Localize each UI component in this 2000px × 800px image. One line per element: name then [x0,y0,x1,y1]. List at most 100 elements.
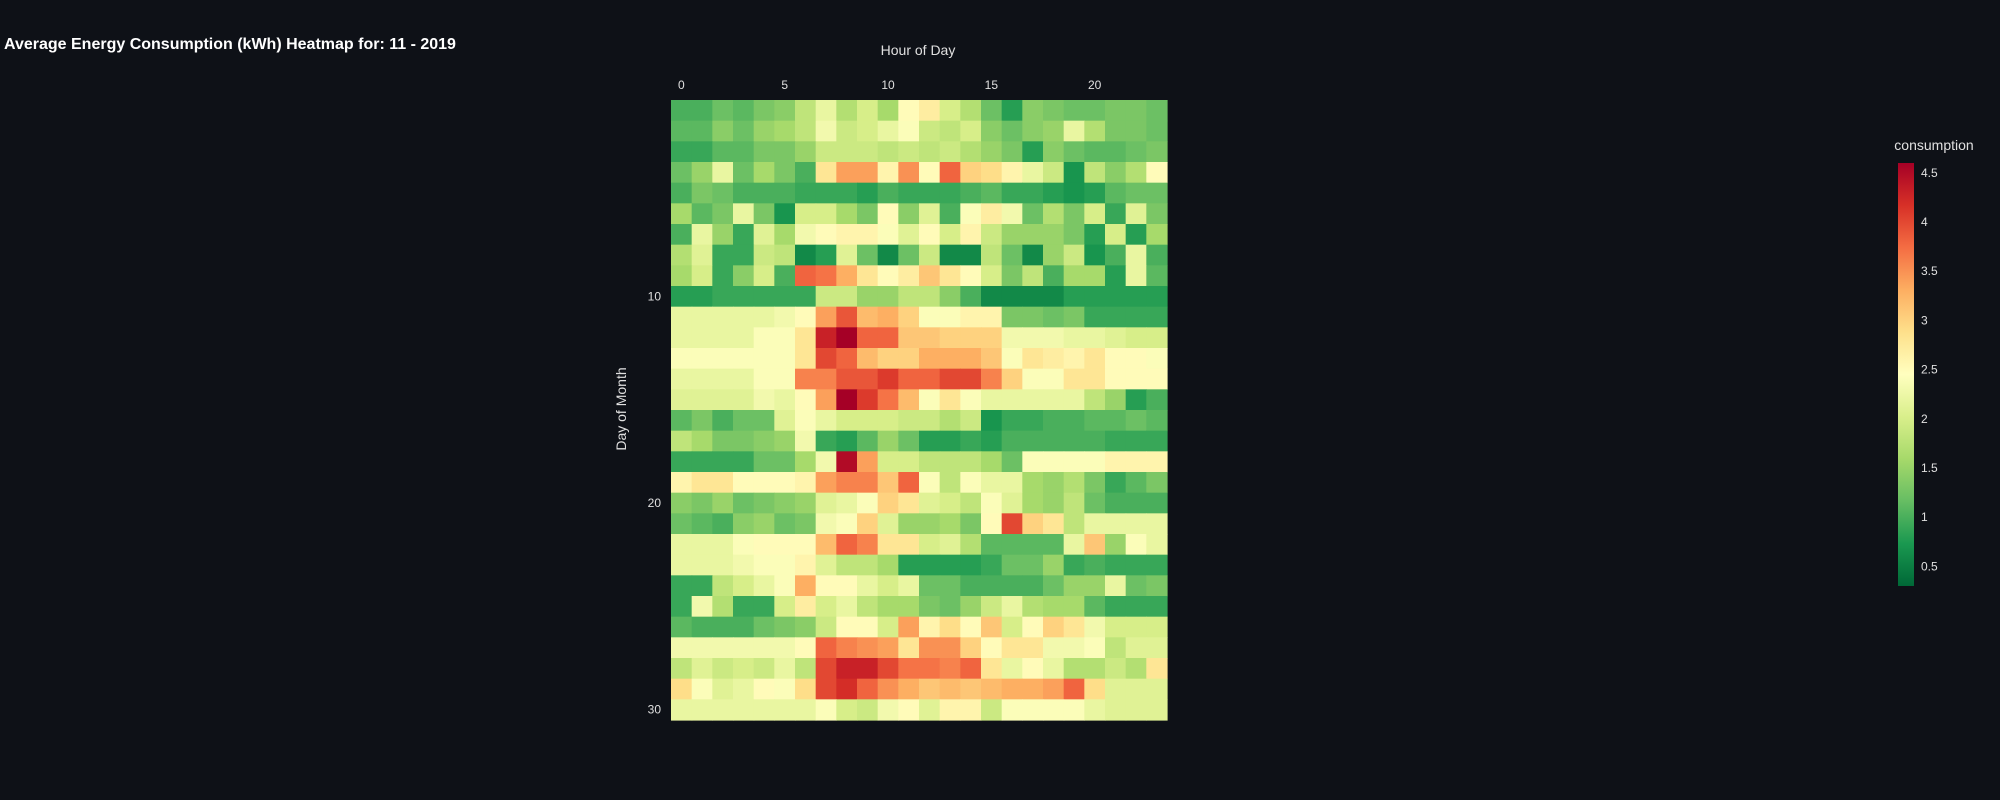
heatmap-cell [774,637,796,659]
heatmap-cell [1084,554,1106,576]
heatmap-cell [1105,678,1127,700]
heatmap-cell [1105,637,1127,659]
heatmap-cell [919,616,941,638]
heatmap-cell [774,472,796,494]
heatmap-cell [960,699,982,721]
heatmap-cell [753,100,775,122]
heatmap-cell [795,265,817,287]
heatmap-cell [733,513,755,535]
heatmap-cell [1001,120,1023,142]
heatmap-cell [1146,596,1168,618]
heatmap-cell [733,141,755,163]
heatmap-cell [1001,348,1023,370]
heatmap-cell [774,286,796,308]
heatmap-cell [836,368,858,390]
heatmap-cell [939,699,961,721]
heatmap-cell [960,575,982,597]
heatmap-cell [919,368,941,390]
y-tick-label: 10 [648,289,662,303]
heatmap-cell [671,430,693,452]
heatmap-cell [1146,348,1168,370]
heatmap-cell [712,100,734,122]
heatmap-cell [939,451,961,473]
heatmap-cell [774,265,796,287]
heatmap-cell [795,678,817,700]
heatmap-cell [774,224,796,246]
heatmap-cell [1146,120,1168,142]
heatmap-cell [1063,244,1085,266]
x-tick-label: 5 [781,78,788,92]
heatmap-cell [1063,203,1085,225]
heatmap-cell [671,265,693,287]
heatmap-cell [898,534,920,556]
heatmap-cell [691,244,713,266]
heatmap-cell [795,244,817,266]
heatmap-cell [898,100,920,122]
heatmap-cell [1105,389,1127,411]
heatmap-cell [1001,389,1023,411]
heatmap-cell [1001,492,1023,514]
heatmap-cell [1125,224,1147,246]
heatmap-cell [857,513,879,535]
heatmap-cell [815,513,837,535]
heatmap-cell [960,182,982,204]
heatmap-cell [1105,120,1127,142]
heatmap-cell [1043,410,1065,432]
heatmap-cell [712,120,734,142]
heatmap-cell [981,265,1003,287]
heatmap-cell [836,100,858,122]
heatmap-cells [671,100,1168,721]
heatmap-cell [857,389,879,411]
heatmap-cell [857,451,879,473]
heatmap-cell [691,596,713,618]
heatmap-cell [1043,389,1065,411]
heatmap-cell [671,637,693,659]
heatmap-cell [919,265,941,287]
heatmap-cell [733,596,755,618]
x-tick-label: 10 [881,78,895,92]
heatmap-cell [836,327,858,349]
heatmap-cell [1125,306,1147,328]
heatmap-cell [774,162,796,184]
heatmap-cell [836,678,858,700]
heatmap-cell [1084,141,1106,163]
heatmap-cell [691,306,713,328]
heatmap-cell [795,492,817,514]
heatmap-cell [1146,203,1168,225]
heatmap-cell [1001,430,1023,452]
heatmap-cell [733,410,755,432]
heatmap-cell [857,182,879,204]
heatmap-cell [795,286,817,308]
heatmap-cell [1022,534,1044,556]
heatmap-cell [671,534,693,556]
heatmap-cell [1043,162,1065,184]
heatmap-cell [1105,410,1127,432]
heatmap-cell [960,410,982,432]
heatmap-cell [898,244,920,266]
heatmap-cell [1022,120,1044,142]
heatmap-cell [1001,596,1023,618]
heatmap-cell [712,224,734,246]
heatmap-cell [815,430,837,452]
heatmap-cell [815,141,837,163]
heatmap-cell [753,224,775,246]
heatmap-cell [733,472,755,494]
heatmap-cell [1125,203,1147,225]
heatmap-cell [1084,513,1106,535]
heatmap-cell [877,534,899,556]
heatmap-cell [836,596,858,618]
heatmap-cell [939,513,961,535]
heatmap-cell [691,451,713,473]
heatmap-cell [815,616,837,638]
heatmap-cell [939,368,961,390]
heatmap-cell [898,224,920,246]
heatmap-cell [1043,141,1065,163]
heatmap-cell [815,534,837,556]
heatmap-cell [691,658,713,680]
heatmap-cell [1022,699,1044,721]
heatmap-cell [1063,410,1085,432]
heatmap-cell [795,575,817,597]
heatmap-cell [691,699,713,721]
heatmap-cell [795,182,817,204]
heatmap-cell [1146,678,1168,700]
